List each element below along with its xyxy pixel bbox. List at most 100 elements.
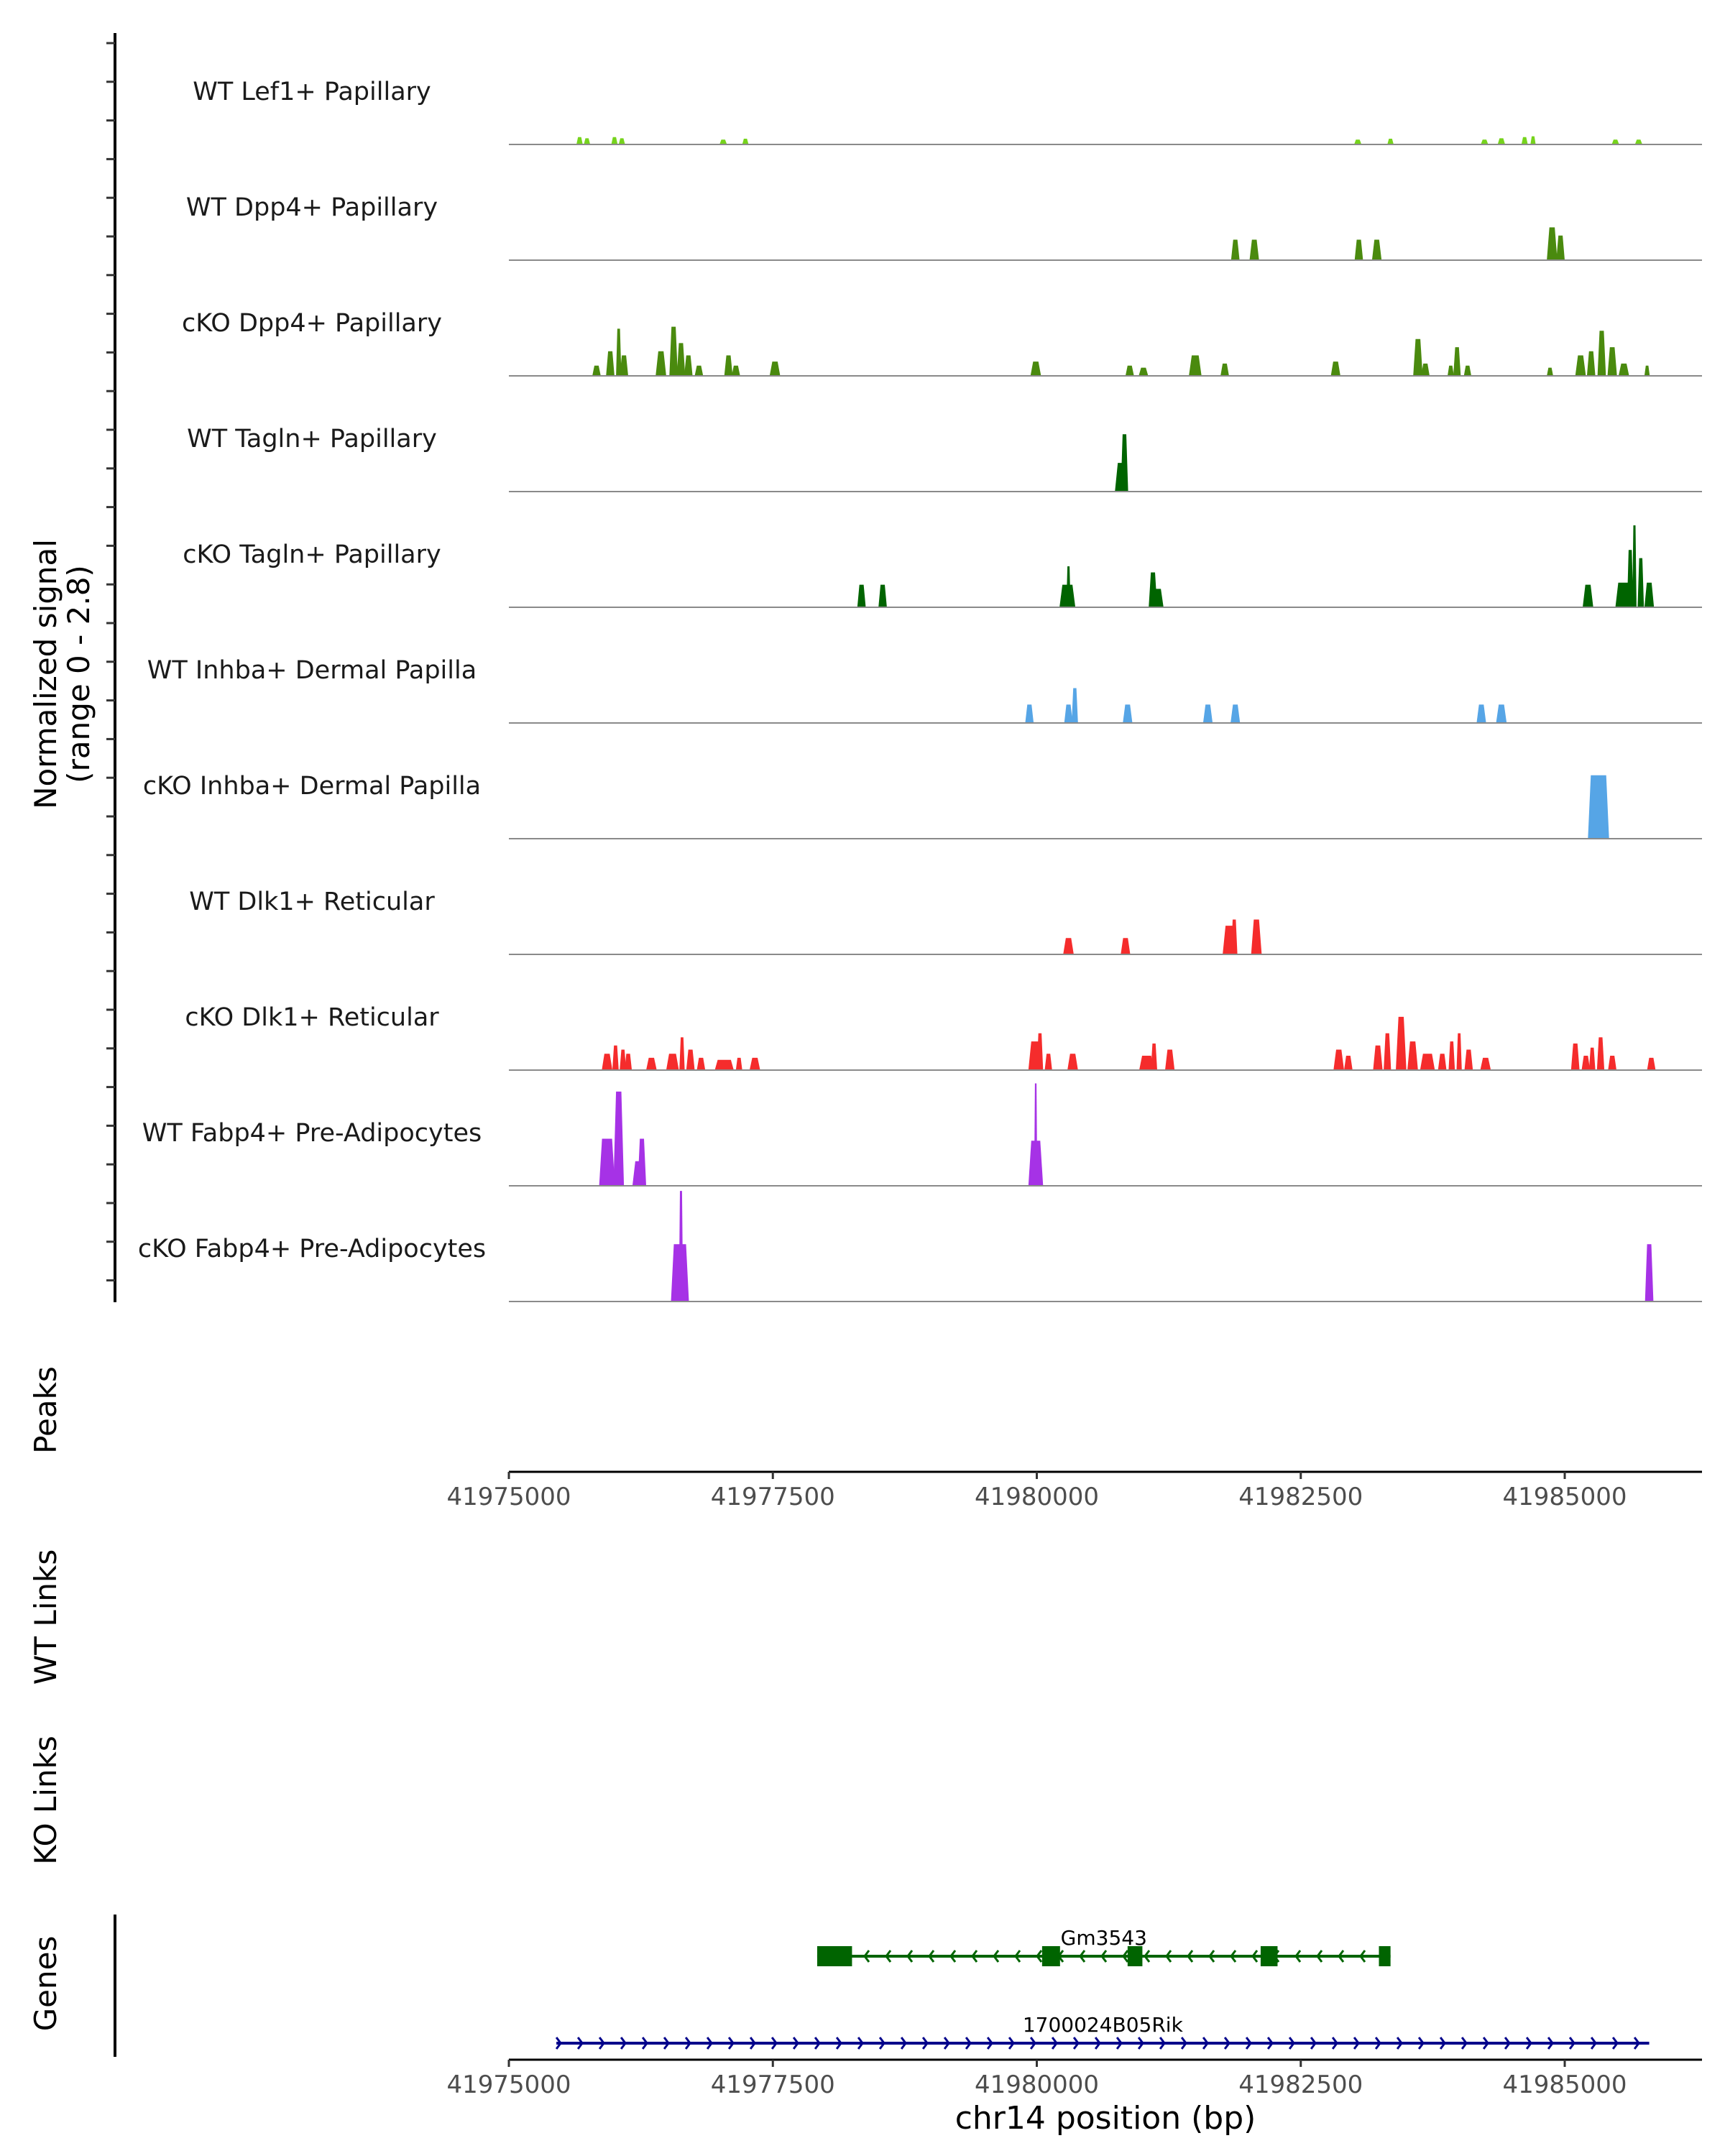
strand-chevron (1338, 1950, 1345, 1963)
signal-peak (696, 1057, 706, 1070)
signal-peak (1333, 1049, 1344, 1070)
signal-peak (1139, 1056, 1154, 1070)
signal-peak (1064, 704, 1073, 723)
strand-chevron (576, 2037, 584, 2050)
track-label: WT Fabp4+ Pre-Adipocytes (142, 1119, 482, 1148)
strand-chevron (971, 1950, 978, 1963)
signal-peak (1125, 365, 1134, 376)
signal-peak (1420, 1054, 1435, 1070)
signal-peak (1597, 331, 1606, 376)
strand-chevron (555, 2037, 562, 2050)
signal-peak (1330, 361, 1340, 376)
strand-chevron (921, 2037, 929, 2050)
signal-peak (1063, 938, 1074, 954)
gene-exon (1041, 1946, 1060, 1966)
track-label: cKO Fabp4+ Pre-Adipocytes (138, 1235, 486, 1263)
signal-peak (612, 1045, 619, 1070)
strand-chevron (965, 2037, 972, 2050)
strand-chevron (943, 2037, 950, 2050)
x-tick-label: 41985000 (1502, 2070, 1627, 2099)
strand-chevron (1094, 2037, 1101, 2050)
signal-peak (742, 139, 749, 144)
signal-peak (1165, 1049, 1175, 1070)
signal-peak (656, 351, 666, 376)
signal-peak (1034, 1083, 1038, 1186)
track-10: cKO Fabp4+ Pre-Adipocytes (138, 1191, 1702, 1302)
signal-peak (1066, 566, 1071, 607)
signal-peak (1634, 139, 1642, 144)
strand-chevron (1187, 1950, 1194, 1963)
strand-chevron (1245, 2037, 1252, 2050)
signal-peak (1036, 1033, 1044, 1070)
signal-peak (613, 1091, 625, 1186)
signal-peak (1496, 704, 1507, 723)
gene-exon (1127, 1946, 1143, 1966)
x-tick-label: 41977500 (711, 2070, 835, 2099)
strand-chevron (906, 1950, 914, 1963)
strand-chevron (1359, 1950, 1366, 1963)
signal-peak (1448, 365, 1454, 376)
signal-peak (1521, 137, 1528, 144)
signal-peak (1596, 1037, 1605, 1070)
signal-peak (714, 1059, 734, 1070)
strand-chevron (1568, 2037, 1576, 2050)
track-label: cKO Dpp4+ Papillary (182, 309, 442, 338)
signal-peak (1583, 584, 1593, 607)
signal-peak (1384, 1033, 1392, 1070)
signal-peak (1644, 1244, 1654, 1302)
signal-peak (1607, 347, 1617, 376)
signal-peak (1153, 589, 1164, 607)
signal-peak (732, 365, 740, 376)
strand-chevron (1266, 2037, 1274, 2050)
signal-peak (1570, 1044, 1580, 1070)
signal-peak (1138, 367, 1149, 376)
strand-chevron (1633, 2037, 1640, 2050)
strand-chevron (1482, 2037, 1489, 2050)
strand-chevron (1202, 2037, 1209, 2050)
strand-chevron (684, 2037, 691, 2050)
strand-chevron (1547, 2037, 1554, 2050)
y-axis-label: Normalized signal (28, 539, 63, 809)
x-tick-label: 41980000 (975, 2070, 1099, 2099)
strand-chevron (1331, 2037, 1338, 2050)
signal-peak (1588, 775, 1609, 839)
strand-chevron (1165, 1950, 1172, 1963)
y-axis-label-range: (range 0 - 2.8) (61, 565, 96, 783)
track-8: cKO Dlk1+ Reticular (185, 1003, 1702, 1071)
signal-peak (679, 1037, 685, 1070)
signal-peak (1575, 355, 1586, 376)
signal-peak (1407, 1041, 1418, 1070)
strand-chevron (1208, 1950, 1215, 1963)
strand-chevron (1079, 1950, 1086, 1963)
x-tick-label: 41985000 (1502, 1483, 1627, 1511)
track-label: WT Lef1+ Papillary (193, 78, 431, 106)
signal-peak (678, 1191, 684, 1302)
coverage-y-ticks (106, 42, 115, 1282)
track-1: WT Dpp4+ Papillary (186, 193, 1702, 261)
signal-peak (1438, 1054, 1447, 1070)
gene-0: Gm3543 (816, 1926, 1391, 1966)
x-tick-label: 41980000 (975, 1483, 1099, 1511)
signal-peak (1497, 138, 1505, 144)
x-tick-label: 41982500 (1238, 1483, 1363, 1511)
signal-peak (602, 1054, 612, 1070)
strand-chevron (993, 1950, 1000, 1963)
signal-peak (1030, 361, 1041, 376)
strand-chevron (1051, 2037, 1058, 2050)
strand-chevron (1180, 2037, 1187, 2050)
strand-chevron (641, 2037, 648, 2050)
strand-chevron (749, 2037, 756, 2050)
strand-chevron (1072, 2037, 1080, 2050)
signal-peak (1044, 1054, 1052, 1070)
signal-peak (620, 355, 628, 376)
x-tick-label: 41982500 (1238, 2070, 1363, 2099)
signal-peak (1373, 1045, 1383, 1070)
signal-peak (735, 1057, 742, 1070)
signal-peak (1115, 463, 1128, 492)
strand-chevron (863, 1950, 870, 1963)
signal-peak (1480, 1057, 1491, 1070)
x-tick-label: 41975000 (446, 1483, 571, 1511)
signal-peak (646, 1057, 657, 1070)
signal-peak (669, 326, 678, 376)
strand-chevron (1316, 1950, 1323, 1963)
